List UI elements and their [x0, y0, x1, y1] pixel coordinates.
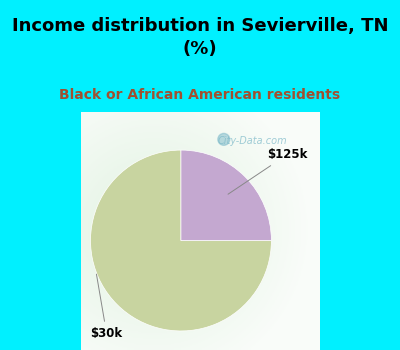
Text: Black or African American residents: Black or African American residents	[60, 88, 340, 102]
Text: $125k: $125k	[228, 148, 307, 194]
Wedge shape	[181, 150, 272, 240]
Text: City-Data.com: City-Data.com	[218, 135, 287, 146]
Wedge shape	[90, 150, 272, 331]
Circle shape	[218, 133, 230, 145]
Text: $30k: $30k	[90, 274, 123, 340]
Text: Income distribution in Sevierville, TN
(%): Income distribution in Sevierville, TN (…	[12, 17, 388, 57]
